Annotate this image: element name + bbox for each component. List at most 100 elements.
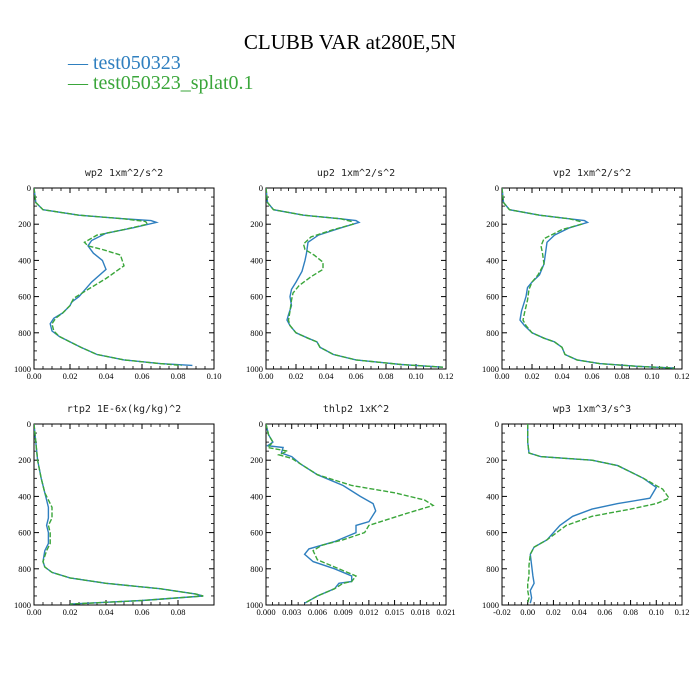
panel-2: vp2 1xm^2/s^2 0.00 0.02 0.04 0.06 0.08 0.10 0.1… — [482, 168, 689, 381]
y-tick-label: 1000 — [246, 364, 263, 374]
legend-line-dashed: — — [68, 72, 93, 94]
x-tick-label: 0.10 — [645, 371, 660, 381]
y-tick-label: 400 — [250, 255, 263, 265]
y-tick-label: 0 — [495, 419, 499, 429]
panel-title: vp2 1xm^2/s^2 — [553, 168, 631, 179]
x-tick-label: 0.006 — [308, 607, 327, 617]
legend-label: test050323_splat0.1 — [93, 72, 254, 94]
y-tick-label: 400 — [250, 491, 263, 501]
y-tick-label: 800 — [486, 564, 499, 574]
plot-frame — [501, 187, 683, 370]
x-tick-label: 0.08 — [615, 371, 630, 381]
x-tick-label: 0.10 — [207, 371, 222, 381]
panel-0: wp2 1xm^2/s^2 0.00 0.02 0.04 0.06 0.08 0.10 0 20… — [14, 168, 221, 381]
series-line-test050323 — [34, 188, 193, 367]
y-tick-label: 0 — [495, 183, 499, 193]
y-tick-label: 200 — [486, 219, 499, 229]
x-tick-label: 0.04 — [319, 371, 335, 381]
x-tick-label: 0.06 — [349, 371, 364, 381]
y-tick-label: 1000 — [14, 600, 31, 610]
x-tick-label: 0.00 — [27, 371, 42, 381]
y-tick-label: 200 — [250, 219, 263, 229]
panel-4: thlp2 1xK^2 0.000 0.003 0.006 0.009 0.012 0.01… — [246, 404, 456, 617]
x-tick-label: 0.012 — [359, 607, 378, 617]
x-tick-label: 0.02 — [525, 371, 540, 381]
x-tick-label: 0.015 — [385, 607, 404, 617]
y-tick-label: 600 — [250, 528, 263, 538]
panel-title: wp3 1xm^3/s^3 — [553, 404, 631, 415]
y-tick-label: 600 — [18, 528, 31, 538]
x-tick-label: 0.08 — [171, 371, 186, 381]
x-tick-label: 0.10 — [649, 607, 664, 617]
legend-entry-splat: — test050323_splat0.1 — [68, 72, 254, 95]
y-tick-label: 0 — [259, 419, 263, 429]
series-line-test050323 — [266, 188, 444, 368]
x-tick-label: -0.02 — [493, 607, 511, 617]
y-tick-label: 400 — [18, 491, 31, 501]
panel-5: wp3 1xm^3/s^3 -0.02 0.00 0.02 0.04 0.06 0.08 0.… — [482, 404, 689, 617]
y-tick-label: 400 — [18, 255, 31, 265]
x-tick-label: 0.04 — [555, 371, 571, 381]
x-tick-label: 0.04 — [99, 607, 115, 617]
x-tick-label: 0.04 — [99, 371, 115, 381]
y-tick-label: 1000 — [14, 364, 31, 374]
x-tick-label: 0.10 — [409, 371, 424, 381]
plot-frame — [33, 187, 215, 370]
legend-line-solid: — — [68, 52, 93, 74]
y-tick-label: 800 — [18, 328, 31, 338]
y-tick-label: 800 — [486, 328, 499, 338]
y-tick-label: 200 — [486, 455, 499, 465]
series-line-splat — [266, 424, 435, 604]
legend-entry-test050323: — test050323 — [68, 52, 181, 75]
panel-title: up2 1xm^2/s^2 — [317, 168, 395, 179]
panel-title: thlp2 1xK^2 — [323, 404, 389, 415]
y-tick-label: 800 — [250, 328, 263, 338]
plot-frame — [265, 423, 447, 606]
x-tick-label: 0.00 — [27, 607, 42, 617]
x-tick-label: 0.06 — [135, 371, 150, 381]
x-tick-label: 0.12 — [439, 371, 454, 381]
y-tick-label: 0 — [27, 419, 31, 429]
y-tick-label: 200 — [18, 455, 31, 465]
x-tick-label: 0.02 — [63, 371, 78, 381]
series-line-test050323 — [266, 424, 377, 604]
y-tick-label: 800 — [250, 564, 263, 574]
x-tick-label: 0.12 — [675, 371, 690, 381]
x-tick-label: 0.009 — [334, 607, 353, 617]
panel-1: up2 1xm^2/s^2 0.00 0.02 0.04 0.06 0.08 0.10 0.1… — [246, 168, 453, 381]
y-tick-label: 600 — [18, 292, 31, 302]
x-tick-label: 0.00 — [520, 607, 535, 617]
y-tick-label: 1000 — [482, 364, 499, 374]
series-line-splat — [34, 188, 182, 367]
y-tick-label: 200 — [250, 455, 263, 465]
y-tick-label: 1000 — [246, 600, 263, 610]
plot-frame — [33, 423, 215, 606]
x-tick-label: 0.12 — [675, 607, 690, 617]
series-line-splat — [502, 188, 675, 369]
x-tick-label: 0.06 — [135, 607, 150, 617]
y-tick-label: 600 — [250, 292, 263, 302]
y-tick-label: 0 — [27, 183, 31, 193]
panel-title: rtp2 1E-6x(kg/kg)^2 — [67, 404, 181, 415]
x-tick-label: 0.06 — [585, 371, 600, 381]
x-tick-label: 0.00 — [495, 371, 510, 381]
x-tick-label: 0.02 — [546, 607, 561, 617]
series-line-splat — [34, 424, 204, 605]
series-line-splat — [266, 188, 444, 368]
panel-title: wp2 1xm^2/s^2 — [85, 168, 163, 179]
x-tick-label: 0.000 — [256, 607, 275, 617]
plot-frame — [265, 187, 447, 370]
x-tick-label: 0.08 — [379, 371, 394, 381]
main-title: CLUBB VAR at280E,5N — [243, 30, 457, 54]
x-tick-label: 0.08 — [623, 607, 638, 617]
y-tick-label: 600 — [486, 292, 499, 302]
series-line-splat — [527, 424, 671, 604]
panel-3: rtp2 1E-6x(kg/kg)^2 0.00 0.02 0.04 0.06 0.08 0… — [14, 404, 215, 617]
x-tick-label: 0.018 — [411, 607, 430, 617]
y-tick-label: 400 — [486, 491, 499, 501]
legend-label: test050323 — [93, 52, 181, 74]
x-tick-label: 0.02 — [289, 371, 304, 381]
series-line-test050323 — [527, 424, 658, 604]
x-tick-label: 0.021 — [436, 607, 455, 617]
